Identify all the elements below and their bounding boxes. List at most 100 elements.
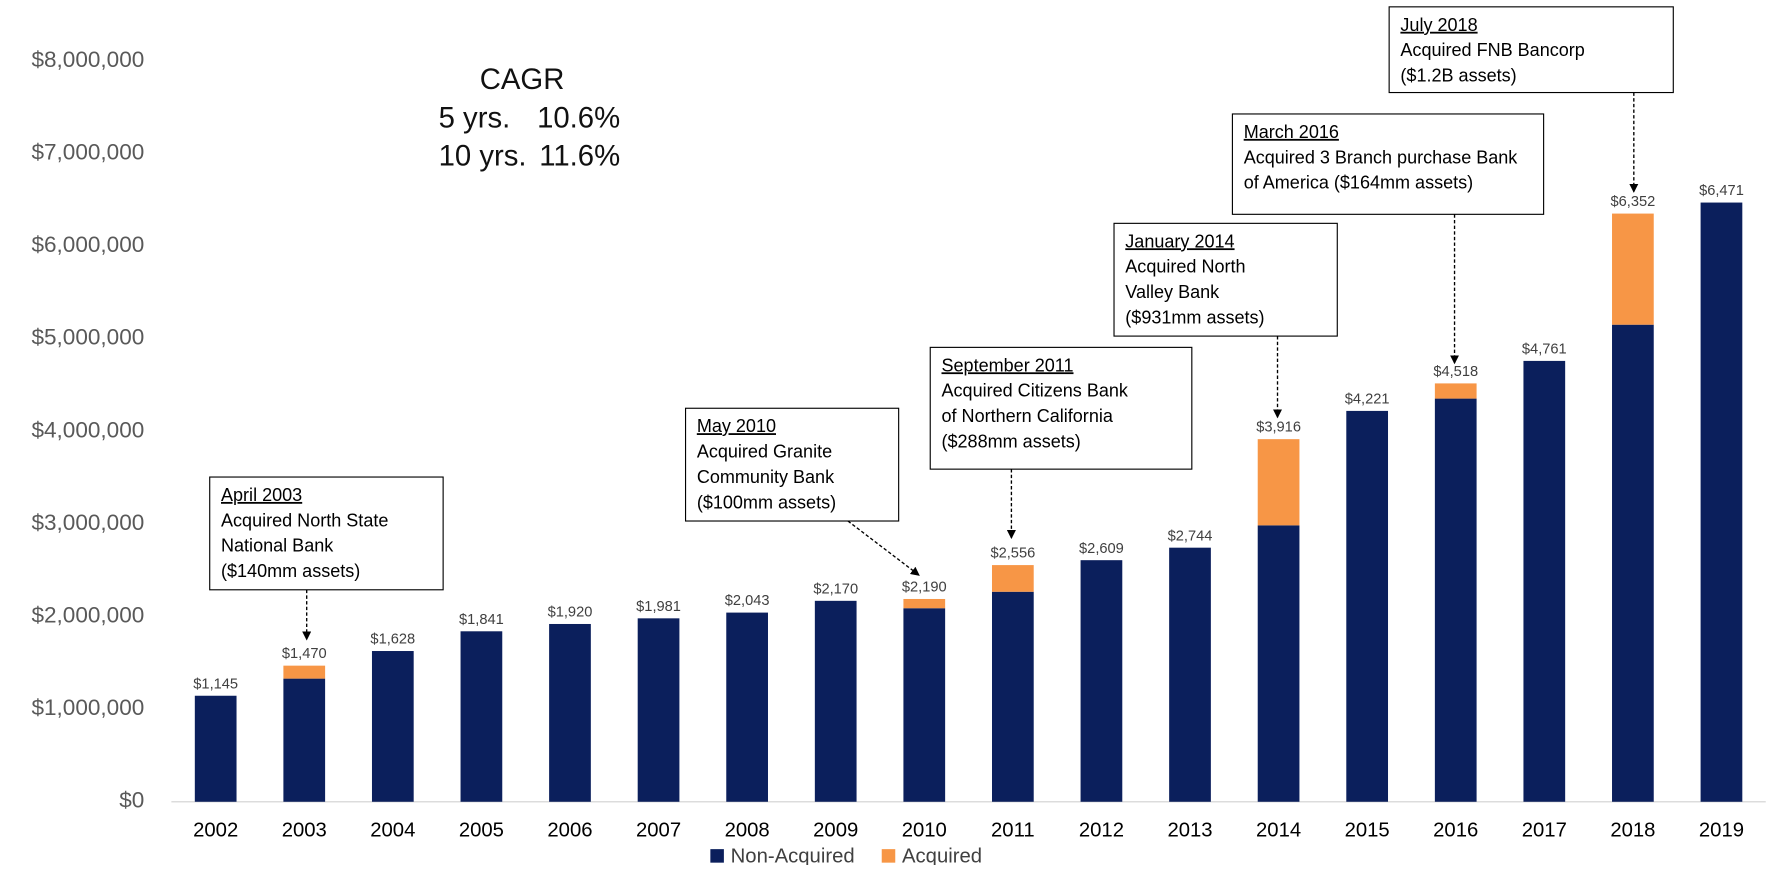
total-label: $1,145	[193, 676, 238, 692]
bar-segment	[1700, 202, 1743, 802]
y-tick-label: $5,000,000	[31, 325, 144, 350]
bar-segment	[283, 678, 326, 802]
annotation-arrow	[847, 520, 920, 576]
bar-segment	[1612, 213, 1654, 325]
bar-segment	[1257, 525, 1300, 802]
y-tick-label: $7,000,000	[31, 140, 144, 165]
x-tick-label: 2010	[902, 819, 947, 841]
x-tick-label: 2002	[193, 819, 238, 841]
annotation-line: Acquired Granite	[697, 442, 832, 462]
total-label: $2,170	[813, 581, 858, 597]
legend-swatch	[710, 849, 724, 863]
x-tick-label: 2014	[1256, 819, 1301, 841]
y-tick-label: $1,000,000	[31, 695, 144, 720]
x-tick-label: 2005	[459, 819, 504, 841]
bar-segment	[1612, 324, 1654, 802]
total-label: $2,190	[902, 580, 947, 596]
annotation-line: Valley Bank	[1125, 282, 1220, 302]
cagr-rate: 10.6%	[537, 101, 620, 134]
x-tick-label: 2018	[1610, 819, 1655, 841]
x-tick-label: 2008	[725, 819, 770, 841]
annotation-line: ($288mm assets)	[942, 431, 1081, 451]
x-tick-label: 2019	[1699, 819, 1744, 841]
annotation-line: Acquired North	[1125, 257, 1245, 277]
total-label: $4,761	[1522, 342, 1567, 358]
y-tick-label: $8,000,000	[31, 47, 144, 72]
y-tick-label: $2,000,000	[31, 603, 144, 628]
x-tick-label: 2016	[1433, 819, 1478, 841]
bar-segment	[726, 612, 768, 802]
annotation-box	[929, 346, 1193, 470]
legend-label: Acquired	[902, 845, 982, 865]
x-tick-label: 2006	[547, 819, 592, 841]
x-tick-label: 2015	[1345, 819, 1390, 841]
bar-segment	[903, 608, 946, 802]
bar-segment	[1169, 547, 1211, 802]
bar-segment	[1080, 560, 1123, 802]
annotation-line: National Bank	[221, 536, 334, 556]
annotation-line: ($1.2B assets)	[1400, 66, 1516, 86]
bar-segment	[1523, 360, 1566, 802]
annotation-box	[1388, 6, 1674, 94]
bar-segment	[991, 591, 1034, 802]
annotation-title: May 2010	[697, 416, 776, 436]
bar-segment	[371, 651, 414, 802]
annotation-title: March 2016	[1244, 122, 1339, 142]
bar-segment	[814, 600, 857, 802]
legend-label: Non-Acquired	[731, 845, 855, 865]
x-tick-label: 2009	[813, 819, 858, 841]
total-label: $4,221	[1345, 392, 1390, 408]
annotation-title: July 2018	[1400, 15, 1477, 35]
bar-segment	[460, 631, 503, 802]
annotation-line: Acquired 3 Branch purchase Bank	[1244, 147, 1519, 167]
bar-segment	[637, 618, 680, 802]
total-label: $1,470	[282, 646, 327, 662]
annotation-line: Community Bank	[697, 467, 835, 487]
bar-segment	[1434, 383, 1477, 399]
bar-segment	[549, 623, 591, 802]
total-label: $2,609	[1079, 541, 1124, 557]
annotation-line: Acquired North State	[221, 510, 388, 530]
y-tick-label: $0	[119, 788, 144, 813]
legend-swatch	[881, 849, 896, 863]
total-label: $1,920	[548, 605, 593, 621]
x-tick-label: 2011	[991, 819, 1035, 841]
total-label: $2,556	[990, 546, 1035, 562]
y-tick-label: $6,000,000	[31, 232, 144, 257]
annotation-box	[684, 407, 900, 522]
annotation-box	[1113, 222, 1338, 337]
annotation-line: ($140mm assets)	[221, 561, 360, 581]
x-tick-label: 2003	[282, 819, 327, 841]
total-label: $4,518	[1433, 364, 1478, 380]
annotation-line: of America ($164mm assets)	[1244, 173, 1473, 193]
total-label: $2,744	[1168, 528, 1213, 544]
annotation-line: ($931mm assets)	[1125, 307, 1264, 327]
total-label: $3,916	[1256, 420, 1301, 436]
total-label: $1,981	[636, 599, 681, 615]
total-label: $1,628	[370, 632, 415, 648]
annotation-line: of Northern California	[942, 406, 1114, 426]
bar-segment	[1434, 398, 1477, 802]
annotation-title: April 2003	[221, 485, 302, 505]
annotation-line: ($100mm assets)	[697, 492, 836, 512]
annotation-box	[209, 476, 444, 591]
total-label: $6,471	[1699, 183, 1744, 199]
cagr-title: CAGR	[480, 63, 565, 96]
cagr-period: 10 yrs.	[439, 140, 527, 173]
x-tick-label: 2007	[636, 819, 681, 841]
y-tick-label: $4,000,000	[31, 417, 144, 442]
cagr-period: 5 yrs.	[439, 101, 511, 134]
bar-segment	[283, 665, 326, 679]
total-label: $1,841	[459, 612, 504, 628]
annotation-box	[1231, 113, 1545, 215]
annotation-line: Acquired FNB Bancorp	[1400, 40, 1584, 60]
bar-segment	[903, 598, 946, 609]
total-label: $2,043	[725, 593, 770, 609]
x-tick-label: 2017	[1522, 819, 1567, 841]
bar-segment	[1257, 439, 1300, 526]
bar-segment	[1346, 410, 1389, 802]
y-tick-label: $3,000,000	[31, 510, 144, 535]
x-tick-label: 2012	[1079, 819, 1124, 841]
cagr-rate: 11.6%	[539, 140, 620, 173]
bar-segment	[991, 565, 1034, 592]
